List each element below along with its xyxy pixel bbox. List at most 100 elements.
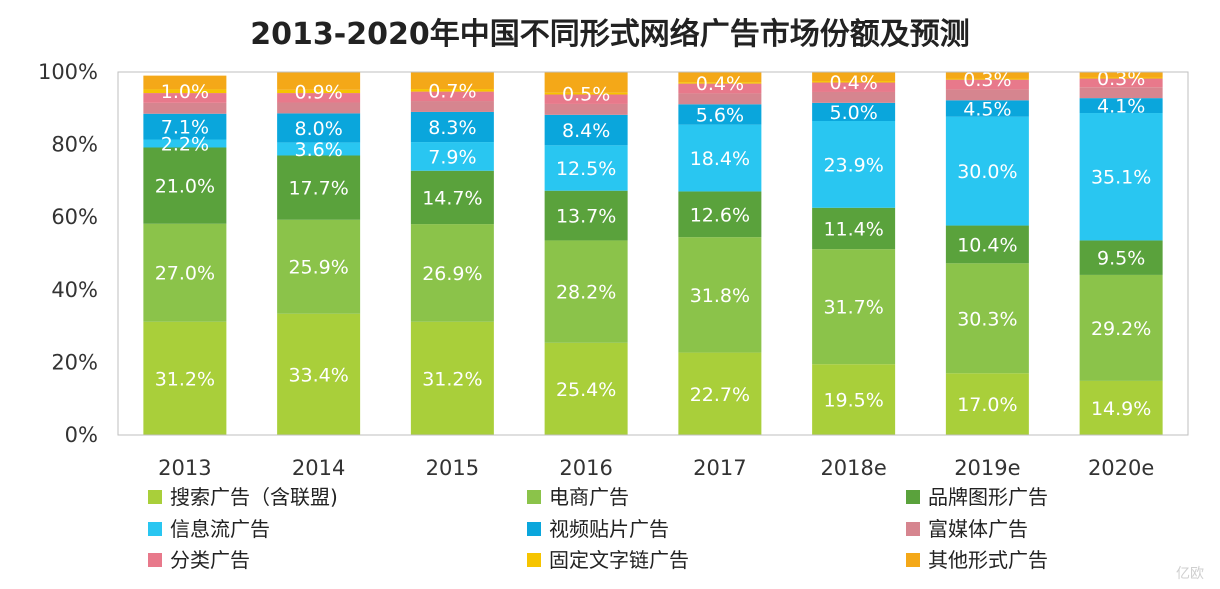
legend-swatch [906, 553, 920, 567]
legend-swatch [906, 522, 920, 536]
data-label: 14.7% [422, 187, 482, 209]
legend-item: 其他形式广告 [906, 548, 1048, 572]
data-label: 11.4% [823, 218, 883, 240]
legend-label: 信息流广告 [170, 517, 270, 541]
bar-segment [945, 72, 1029, 79]
legend-swatch [148, 490, 162, 504]
data-label: 4.5% [963, 98, 1011, 120]
bar-segment [143, 93, 227, 103]
bar-segment [410, 89, 494, 92]
bar-segment [812, 81, 896, 83]
legend-label: 电商广告 [549, 485, 629, 509]
data-label: 3.6% [294, 139, 342, 161]
data-label: 8.4% [562, 120, 610, 142]
bar-segment [678, 124, 762, 192]
legend-item: 搜索广告（含联盟) [148, 485, 338, 509]
bar-segment [1079, 240, 1163, 275]
data-label: 13.7% [556, 206, 616, 228]
data-label: 21.0% [155, 176, 215, 198]
data-label: 30.3% [957, 308, 1017, 330]
bar-segment [544, 103, 628, 115]
legend-item: 电商广告 [527, 485, 629, 509]
bar-segment [1079, 77, 1163, 79]
x-tick-label: 2019e [954, 456, 1020, 480]
bar-segment [277, 72, 361, 90]
data-label: 12.5% [556, 158, 616, 180]
bar-segment [277, 93, 361, 103]
bar-segment [678, 191, 762, 238]
x-tick-label: 2014 [292, 456, 345, 480]
bar-segment [544, 114, 628, 146]
legend-swatch [148, 522, 162, 536]
data-label: 9.5% [1097, 248, 1145, 270]
data-label: 18.4% [690, 148, 750, 170]
bar-segment [945, 225, 1029, 264]
data-label: 5.0% [829, 102, 877, 124]
data-label: 23.9% [823, 154, 883, 176]
legend-swatch [148, 553, 162, 567]
bar-segment [410, 142, 494, 171]
bar-segment [1079, 274, 1163, 381]
bar-segment [277, 89, 361, 94]
bar-segment [143, 102, 227, 114]
legend-item: 分类广告 [148, 548, 250, 572]
bar-segment [544, 92, 628, 95]
data-label: 0.3% [963, 69, 1011, 91]
bar-segment [945, 263, 1029, 374]
bar-segment [1079, 87, 1163, 99]
data-label: 25.9% [288, 257, 348, 279]
plot-frame [117, 71, 1189, 436]
bar-segment [410, 101, 494, 112]
data-label: 30.0% [957, 161, 1017, 183]
data-label: 1.0% [161, 81, 209, 103]
bar-segment [1079, 113, 1163, 241]
y-tick-label: 80% [51, 133, 98, 157]
bar-segment [945, 100, 1029, 117]
bar-segment [410, 111, 494, 143]
data-label: 25.4% [556, 379, 616, 401]
x-tick-label: 2018e [820, 456, 886, 480]
data-label: 31.8% [690, 285, 750, 307]
legend-item: 信息流广告 [148, 517, 270, 541]
bar-segment [143, 321, 227, 435]
bar-segment [143, 223, 227, 322]
bar-segment [544, 342, 628, 435]
data-label: 4.1% [1097, 96, 1145, 118]
bars-layer [143, 72, 1163, 435]
bar-segment [143, 147, 227, 224]
bar-segment [143, 113, 227, 140]
bar-segment [410, 170, 494, 225]
bar-segment [410, 91, 494, 102]
bar-segment [143, 139, 227, 148]
x-tick-label: 2013 [158, 456, 211, 480]
data-label: 0.3% [1097, 68, 1145, 90]
bar-segment [1079, 78, 1163, 88]
bar-segment [277, 313, 361, 435]
bar-segment [1079, 98, 1163, 114]
legend-swatch [906, 490, 920, 504]
bar-segment [945, 79, 1029, 90]
x-tick-label: 2015 [426, 456, 479, 480]
data-label: 31.2% [422, 368, 482, 390]
bar-segment [1079, 380, 1163, 435]
data-label: 19.5% [823, 390, 883, 412]
chart-title: 2013-2020年中国不同形式网络广告市场份额及预测 [250, 17, 969, 52]
bar-segment [812, 364, 896, 435]
data-label: 22.7% [690, 384, 750, 406]
y-tick-label: 20% [51, 350, 98, 374]
watermark-logo: 亿欧 [1176, 566, 1204, 582]
bar-segment [678, 83, 762, 94]
axes-layer: 0% 20% 40% 60% 80% 100% 2013 2014 2015 2016 2017 20… [38, 60, 1189, 480]
bar-segment [143, 75, 227, 90]
bar-segment [945, 116, 1029, 226]
data-label: 35.1% [1091, 167, 1151, 189]
bar-segment [812, 249, 896, 365]
bar-segment [410, 224, 494, 322]
data-label: 31.2% [155, 368, 215, 390]
bar-segment [945, 78, 1029, 80]
bar-segment [812, 91, 896, 103]
legend-item: 固定文字链广告 [527, 548, 689, 572]
